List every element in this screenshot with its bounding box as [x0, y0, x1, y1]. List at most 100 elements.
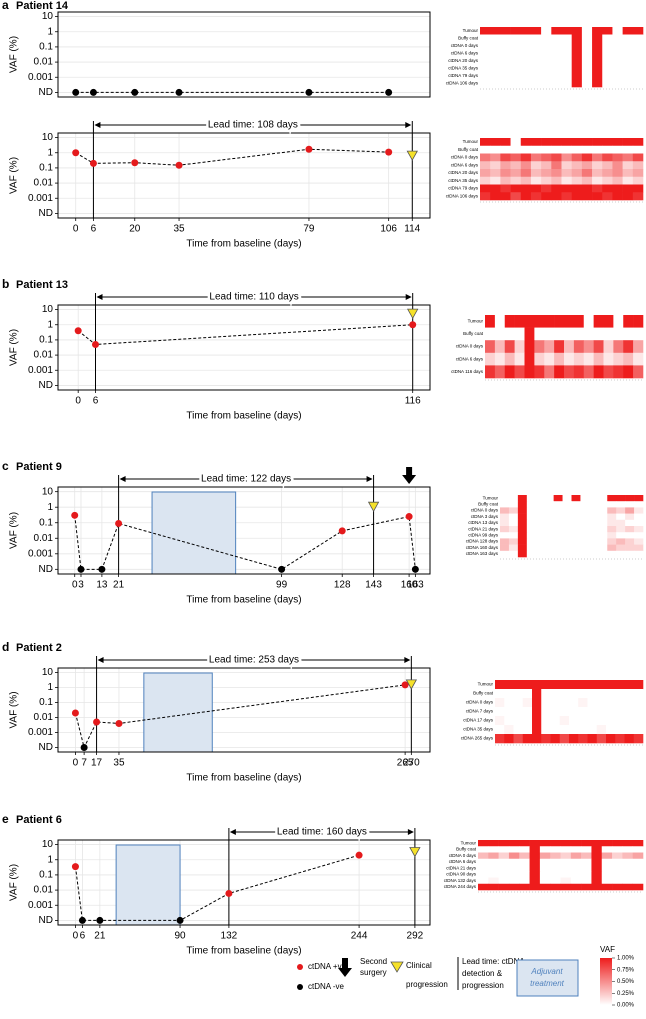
heat-cell: [504, 327, 515, 341]
data-point: [72, 149, 80, 157]
legend-surgery: surgery: [360, 968, 387, 977]
heat-cell: [632, 57, 644, 65]
data-point: [71, 511, 79, 519]
heat-cell: [569, 725, 579, 735]
heat-cell: [541, 161, 552, 170]
heat-cell: [519, 877, 530, 885]
heat-cell: [535, 519, 545, 527]
heat-cell: [561, 145, 572, 154]
legend-adjuvant: treatment: [530, 979, 565, 988]
plot-frame: [57, 304, 431, 391]
heat-cell: [581, 192, 593, 201]
heat-cell: [561, 64, 572, 73]
heat-cell: [602, 79, 613, 88]
heat-cell: [490, 138, 501, 147]
heat-cell: [553, 526, 563, 533]
heat-cell: [559, 707, 570, 717]
heat-cell: [520, 184, 532, 193]
heat-cell: [602, 27, 613, 35]
heat-cell: [593, 352, 604, 366]
heat-row-label: ctDNA 20 days: [448, 170, 479, 175]
x-tick-label: 265: [397, 758, 414, 769]
y-tick-label: ND: [39, 87, 53, 98]
heat-cell: [560, 846, 572, 853]
heat-cell: [551, 57, 562, 65]
x-tick-label: 116: [405, 396, 421, 407]
heat-cell: [587, 716, 598, 726]
heat-cell: [589, 538, 599, 545]
heat-cell: [615, 680, 625, 690]
heat-cell: [580, 519, 590, 527]
x-tick-label: 21: [113, 580, 125, 591]
heat-cell: [569, 716, 579, 726]
heat-cell: [522, 680, 533, 690]
heat-cell: [561, 34, 572, 43]
heat-cell: [550, 680, 561, 690]
heat-cell: [560, 865, 572, 872]
data-point: [355, 851, 363, 859]
panel-title: Patient 14: [16, 0, 69, 12]
y-tick-label: 0.01: [34, 885, 54, 896]
panel-label: a: [2, 0, 9, 12]
heat-cell: [601, 846, 613, 853]
y-tick-label: 10: [42, 304, 54, 315]
heat-cell: [544, 513, 554, 521]
heat-cell: [539, 852, 551, 860]
heat-cell: [519, 852, 530, 860]
heat-row-label: ctDNA 0 days: [471, 508, 499, 513]
heat-cell: [500, 184, 511, 193]
heat-cell: [514, 365, 525, 379]
heat-cell: [495, 707, 505, 717]
heat-cell: [514, 340, 525, 354]
heat-cell: [535, 526, 545, 533]
y-tick-label: 10: [42, 486, 54, 497]
data-line: [74, 684, 406, 749]
heat-cell: [592, 72, 603, 80]
y-tick-label: 0.001: [28, 548, 53, 559]
heat-cell: [583, 352, 594, 366]
heat-cell: [596, 680, 607, 690]
line-chart: ND 0.001 0.01 0.1 1 10 VAF (%) a Patient 14: [2, 0, 431, 98]
heat-cell: [553, 532, 563, 539]
heat-cell: [612, 79, 623, 88]
heat-cell: [550, 689, 561, 699]
heat-cell: [490, 169, 501, 178]
heat-cell: [513, 707, 524, 717]
heat-cell: [535, 513, 545, 521]
heat-cell: [632, 27, 644, 35]
heat-cell: [517, 526, 528, 533]
x-tick-label: 160: [401, 580, 418, 591]
heat-row-label: Buffy coat: [458, 35, 479, 40]
heat-cell: [544, 550, 554, 558]
heat-cell: [589, 526, 599, 533]
heat-cell: [560, 840, 572, 847]
heat-cell: [612, 145, 623, 154]
heat-cell: [623, 352, 634, 366]
heat-cell: [500, 64, 511, 73]
heat-cell: [571, 192, 583, 201]
heat-cell: [553, 501, 563, 508]
heat-cell: [559, 689, 570, 699]
heat-cell: [613, 340, 624, 354]
heat-cell: [593, 327, 604, 341]
data-point: [131, 159, 139, 167]
heat-cell: [500, 27, 511, 35]
heat-cell: [495, 734, 505, 744]
x-axis-label: Time from baseline (days): [186, 411, 301, 422]
heat-cell: [520, 57, 532, 65]
heat-cell: [571, 145, 583, 154]
lead-arrow-head: [94, 122, 101, 128]
heat-cell: [513, 734, 524, 744]
heat-cell: [494, 340, 506, 354]
heat-cell: [578, 689, 588, 699]
heat-row-label: Tumour: [461, 840, 477, 845]
heat-cell: [514, 352, 525, 366]
heat-row-label: ctDNA 6 days: [456, 356, 484, 361]
heat-cell: [624, 707, 635, 717]
heat-cell: [520, 64, 532, 73]
legend-negative: ctDNA -ve: [308, 982, 345, 991]
heat-cell: [510, 42, 522, 50]
heat-cell: [607, 550, 617, 558]
heat-cell: [602, 42, 613, 50]
heat-cell: [633, 352, 644, 366]
